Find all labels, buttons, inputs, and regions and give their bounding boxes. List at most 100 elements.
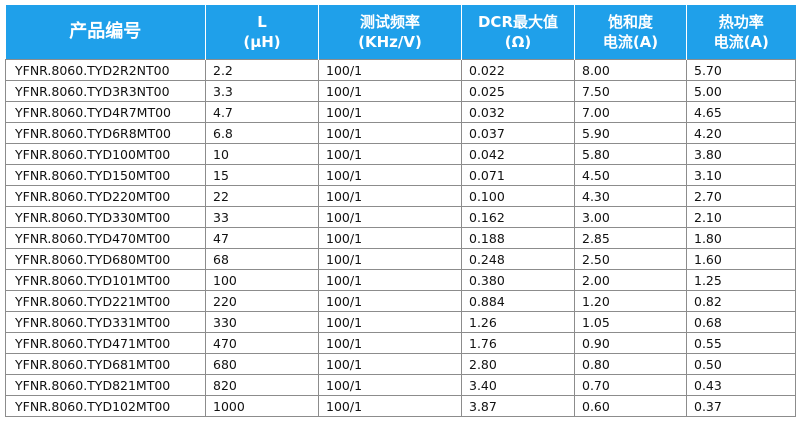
saturation-current-cell: 1.20 (574, 290, 687, 312)
inductance-cell: 6.8 (205, 122, 319, 144)
thermal-current-cell: 4.65 (686, 101, 796, 123)
thermal-current-cell: 0.43 (686, 374, 796, 396)
test-frequency-cell: 100/1 (318, 269, 462, 291)
thermal-current-cell: 3.80 (686, 143, 796, 165)
table-row: YFNR.8060.TYD6R8MT00 6.8 100/1 0.037 5.90 4.2… (5, 122, 796, 144)
thermal-current-cell: 5.00 (686, 80, 796, 102)
header-line-2: (Ω) (504, 33, 532, 51)
thermal-current-cell: 2.70 (686, 185, 796, 207)
inductance-cell: 820 (205, 374, 319, 396)
dcr-max-cell: 3.40 (461, 374, 575, 396)
inductance-cell: 10 (205, 143, 319, 165)
test-frequency-cell: 100/1 (318, 122, 462, 144)
part-number-cell: YFNR.8060.TYD101MT00 (5, 269, 206, 291)
thermal-current-cell: 1.80 (686, 227, 796, 249)
thermal-current-cell: 0.68 (686, 311, 796, 333)
test-frequency-cell: 100/1 (318, 206, 462, 228)
header-part-number: 产品编号 (5, 5, 206, 60)
dcr-max-cell: 1.76 (461, 332, 575, 354)
inductance-cell: 33 (205, 206, 319, 228)
dcr-max-cell: 0.037 (461, 122, 575, 144)
saturation-current-cell: 0.90 (574, 332, 687, 354)
saturation-current-cell: 1.05 (574, 311, 687, 333)
part-number-cell: YFNR.8060.TYD681MT00 (5, 353, 206, 375)
saturation-current-cell: 8.00 (574, 59, 687, 81)
dcr-max-cell: 0.884 (461, 290, 575, 312)
test-frequency-cell: 100/1 (318, 101, 462, 123)
table-row: YFNR.8060.TYD221MT00 220 100/1 0.884 1.20 0.8… (5, 290, 796, 312)
inductor-spec-table: 产品编号 L (μH) 测试频率 (KHz/V) DCR最大值 (Ω) 饱和度 电流(A) 热功率… (5, 5, 796, 417)
dcr-max-cell: 0.071 (461, 164, 575, 186)
dcr-max-cell: 0.042 (461, 143, 575, 165)
test-frequency-cell: 100/1 (318, 227, 462, 249)
dcr-max-cell: 2.80 (461, 353, 575, 375)
dcr-max-cell: 0.380 (461, 269, 575, 291)
header-thermal-current: 热功率 电流(A) (686, 5, 796, 60)
test-frequency-cell: 100/1 (318, 374, 462, 396)
saturation-current-cell: 4.30 (574, 185, 687, 207)
thermal-current-cell: 0.50 (686, 353, 796, 375)
header-inductance: L (μH) (205, 5, 319, 60)
table-body: YFNR.8060.TYD2R2NT00 2.2 100/1 0.022 8.00 5.7… (5, 59, 796, 417)
header-line-1: 热功率 (718, 13, 764, 31)
header-line-1: L (257, 13, 267, 31)
saturation-current-cell: 7.50 (574, 80, 687, 102)
test-frequency-cell: 100/1 (318, 80, 462, 102)
dcr-max-cell: 0.188 (461, 227, 575, 249)
test-frequency-cell: 100/1 (318, 143, 462, 165)
test-frequency-cell: 100/1 (318, 353, 462, 375)
inductance-cell: 47 (205, 227, 319, 249)
part-number-cell: YFNR.8060.TYD100MT00 (5, 143, 206, 165)
thermal-current-cell: 0.55 (686, 332, 796, 354)
part-number-cell: YFNR.8060.TYD150MT00 (5, 164, 206, 186)
table-row: YFNR.8060.TYD4R7MT00 4.7 100/1 0.032 7.00 4.6… (5, 101, 796, 123)
part-number-cell: YFNR.8060.TYD821MT00 (5, 374, 206, 396)
part-number-cell: YFNR.8060.TYD330MT00 (5, 206, 206, 228)
part-number-cell: YFNR.8060.TYD470MT00 (5, 227, 206, 249)
saturation-current-cell: 0.60 (574, 395, 687, 417)
thermal-current-cell: 0.37 (686, 395, 796, 417)
inductance-cell: 22 (205, 185, 319, 207)
part-number-cell: YFNR.8060.TYD680MT00 (5, 248, 206, 270)
header-line-2: (μH) (243, 33, 281, 51)
inductance-cell: 100 (205, 269, 319, 291)
header-test-frequency: 测试频率 (KHz/V) (318, 5, 462, 60)
test-frequency-cell: 100/1 (318, 164, 462, 186)
table-row: YFNR.8060.TYD470MT00 47 100/1 0.188 2.85 1.80 (5, 227, 796, 249)
inductance-cell: 3.3 (205, 80, 319, 102)
inductance-cell: 330 (205, 311, 319, 333)
table-row: YFNR.8060.TYD100MT00 10 100/1 0.042 5.80 3.80 (5, 143, 796, 165)
dcr-max-cell: 0.162 (461, 206, 575, 228)
part-number-cell: YFNR.8060.TYD221MT00 (5, 290, 206, 312)
saturation-current-cell: 3.00 (574, 206, 687, 228)
thermal-current-cell: 5.70 (686, 59, 796, 81)
table-row: YFNR.8060.TYD821MT00 820 100/1 3.40 0.70 0.43 (5, 374, 796, 396)
thermal-current-cell: 1.60 (686, 248, 796, 270)
table-row: YFNR.8060.TYD680MT00 68 100/1 0.248 2.50 1.60 (5, 248, 796, 270)
header-row: 产品编号 L (μH) 测试频率 (KHz/V) DCR最大值 (Ω) 饱和度 电流(A) 热功率… (5, 5, 796, 60)
saturation-current-cell: 2.50 (574, 248, 687, 270)
saturation-current-cell: 2.00 (574, 269, 687, 291)
inductance-cell: 470 (205, 332, 319, 354)
inductance-cell: 68 (205, 248, 319, 270)
table-row: YFNR.8060.TYD471MT00 470 100/1 1.76 0.90 0.55 (5, 332, 796, 354)
saturation-current-cell: 5.90 (574, 122, 687, 144)
part-number-cell: YFNR.8060.TYD331MT00 (5, 311, 206, 333)
test-frequency-cell: 100/1 (318, 248, 462, 270)
header-line-2: (KHz/V) (358, 33, 422, 51)
table-row: YFNR.8060.TYD101MT00 100 100/1 0.380 2.00 1.2… (5, 269, 796, 291)
dcr-max-cell: 0.248 (461, 248, 575, 270)
table-row: YFNR.8060.TYD3R3NT00 3.3 100/1 0.025 7.50 5.0… (5, 80, 796, 102)
thermal-current-cell: 3.10 (686, 164, 796, 186)
saturation-current-cell: 0.70 (574, 374, 687, 396)
table-row: YFNR.8060.TYD330MT00 33 100/1 0.162 3.00 2.10 (5, 206, 796, 228)
header-dcr-max: DCR最大值 (Ω) (461, 5, 575, 60)
test-frequency-cell: 100/1 (318, 59, 462, 81)
inductance-cell: 680 (205, 353, 319, 375)
table-row: YFNR.8060.TYD220MT00 22 100/1 0.100 4.30 2.70 (5, 185, 796, 207)
saturation-current-cell: 4.50 (574, 164, 687, 186)
inductance-cell: 4.7 (205, 101, 319, 123)
saturation-current-cell: 7.00 (574, 101, 687, 123)
part-number-cell: YFNR.8060.TYD4R7MT00 (5, 101, 206, 123)
thermal-current-cell: 0.82 (686, 290, 796, 312)
